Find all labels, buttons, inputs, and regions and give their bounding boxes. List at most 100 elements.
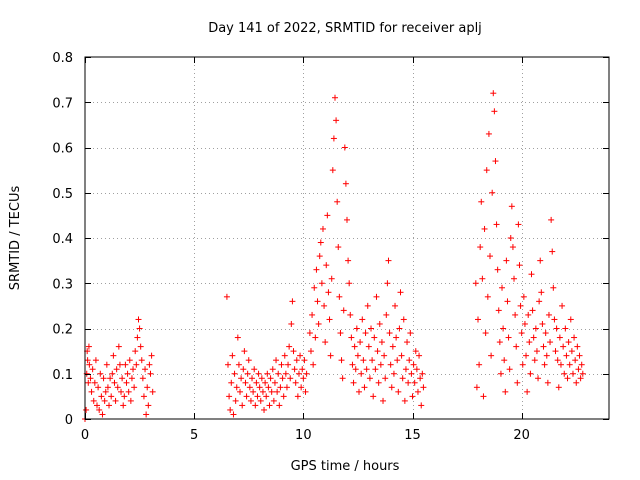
data-point <box>313 266 320 273</box>
data-point <box>412 348 419 355</box>
data-point <box>501 357 508 364</box>
data-point <box>512 311 519 318</box>
data-point <box>225 361 232 368</box>
data-point <box>249 375 256 382</box>
data-point <box>97 370 104 377</box>
data-point <box>281 352 288 359</box>
data-point <box>561 370 568 377</box>
data-point <box>125 388 132 395</box>
data-point <box>317 239 324 246</box>
data-point <box>497 370 504 377</box>
data-point <box>528 271 535 278</box>
data-point <box>553 325 560 332</box>
data-point <box>571 334 578 341</box>
data-point <box>91 379 98 386</box>
data-point <box>552 348 559 355</box>
data-point <box>268 388 275 395</box>
x-tick-label: 0 <box>81 428 89 443</box>
data-point <box>96 406 103 413</box>
data-point <box>245 357 252 364</box>
data-point <box>479 275 486 282</box>
data-point <box>352 366 359 373</box>
data-point <box>231 370 238 377</box>
data-point <box>109 370 116 377</box>
data-point <box>390 370 397 377</box>
data-point <box>148 352 155 359</box>
data-point <box>396 325 403 332</box>
data-point <box>85 379 92 386</box>
data-point <box>518 330 525 337</box>
data-point <box>490 90 497 97</box>
data-point <box>545 311 552 318</box>
data-point <box>257 397 264 404</box>
data-point <box>104 384 111 391</box>
data-point <box>542 330 549 337</box>
data-point <box>285 361 292 368</box>
data-point <box>345 257 352 264</box>
data-point <box>385 257 392 264</box>
data-point <box>376 320 383 327</box>
data-point <box>559 302 566 309</box>
data-point <box>295 370 302 377</box>
data-point <box>389 343 396 350</box>
data-point <box>560 343 567 350</box>
data-point <box>229 352 236 359</box>
data-point <box>533 348 540 355</box>
data-point <box>513 343 520 350</box>
data-point <box>327 352 334 359</box>
data-point <box>132 348 139 355</box>
data-point <box>484 293 491 300</box>
data-point <box>233 384 240 391</box>
data-point <box>315 320 322 327</box>
data-point <box>102 388 109 395</box>
data-point <box>139 375 146 382</box>
data-point <box>566 361 573 368</box>
data-point <box>527 370 534 377</box>
data-point <box>540 343 547 350</box>
data-point <box>328 275 335 282</box>
data-point <box>119 375 126 382</box>
data-point <box>515 221 522 228</box>
data-point <box>480 393 487 400</box>
x-axis-tick-labels: 0 5 10 15 20 <box>81 428 530 443</box>
data-point <box>310 361 317 368</box>
data-point <box>106 402 113 409</box>
data-point <box>144 384 151 391</box>
data-point <box>133 361 140 368</box>
data-point <box>297 352 304 359</box>
data-point <box>489 189 496 196</box>
data-point <box>360 357 367 364</box>
data-point <box>359 316 366 323</box>
data-point <box>269 366 276 373</box>
data-point <box>351 343 358 350</box>
data-point <box>364 302 371 309</box>
data-point <box>405 379 412 386</box>
data-point <box>477 244 484 251</box>
data-point <box>121 393 128 400</box>
data-point <box>419 370 426 377</box>
data-point <box>370 393 377 400</box>
data-point <box>346 280 353 287</box>
data-point <box>397 289 404 296</box>
data-point <box>247 397 254 404</box>
x-tick-label: 10 <box>295 428 312 443</box>
data-point <box>530 334 537 341</box>
data-point <box>478 198 485 205</box>
data-point <box>378 339 385 346</box>
data-point <box>504 298 511 305</box>
data-point <box>289 298 296 305</box>
data-point <box>326 316 333 323</box>
data-point <box>124 370 131 377</box>
data-point <box>300 375 307 382</box>
data-point <box>294 393 301 400</box>
data-point <box>408 370 415 377</box>
data-point <box>83 406 90 413</box>
data-point <box>381 352 388 359</box>
data-point <box>298 384 305 391</box>
data-point <box>494 266 501 273</box>
data-point <box>246 384 253 391</box>
data-point <box>136 325 143 332</box>
data-point <box>517 302 524 309</box>
data-point <box>140 393 147 400</box>
